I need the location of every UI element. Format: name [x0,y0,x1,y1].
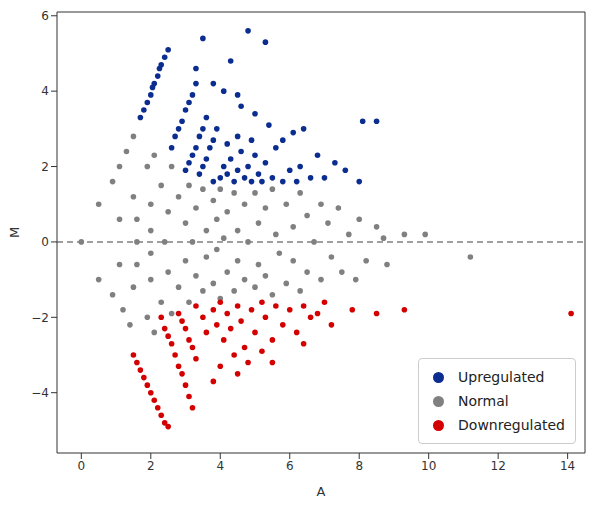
svg-text:−2: −2 [31,311,49,325]
svg-text:8: 8 [355,459,363,473]
html-text:Downregulated: Downregulated [458,417,565,433]
svg-text:6: 6 [41,9,49,23]
svg-text:0: 0 [41,235,49,249]
svg-text:12: 12 [491,459,506,473]
svg-text:10: 10 [421,459,436,473]
svg-text:M: M [7,227,22,238]
svg-text:4: 4 [216,459,224,473]
svg-text:14: 14 [560,459,575,473]
html-text:Upregulated: Upregulated [458,369,545,385]
html-text:Normal: Normal [458,393,509,409]
svg-text:−4: −4 [31,386,49,400]
svg-text:6: 6 [286,459,294,473]
svg-text:0: 0 [77,459,85,473]
svg-text:2: 2 [41,160,49,174]
svg-text:4: 4 [41,84,49,98]
svg-text:A: A [317,484,326,499]
svg-text:2: 2 [147,459,155,473]
